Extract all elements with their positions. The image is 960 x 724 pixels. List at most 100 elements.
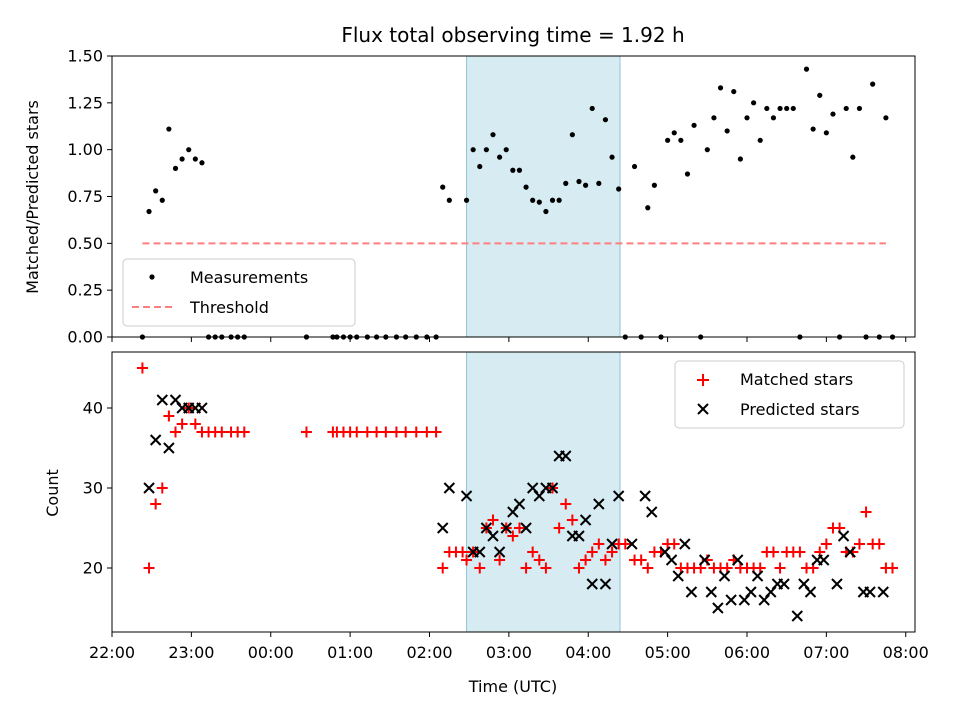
matched-point	[540, 562, 552, 574]
bottom-x-ticks: 22:00 23:00 00:00 01:00 02:00 03:00 04:00 05:00…	[89, 632, 929, 662]
measurement-point	[153, 188, 159, 194]
measurement-point	[446, 197, 452, 203]
predicted-point	[646, 506, 658, 518]
measurement-point	[516, 167, 523, 173]
bottom-y-axis-label: Count	[43, 469, 62, 517]
matched-point	[754, 562, 766, 574]
shaded-observing-window	[466, 55, 621, 338]
predicted-point	[679, 538, 691, 550]
predicted-point	[844, 546, 856, 558]
measurement-point	[870, 81, 876, 87]
matched-point	[361, 426, 373, 438]
legend-matched-label: Matched stars	[740, 370, 853, 389]
measurement-point	[179, 156, 185, 162]
predicted-point	[778, 578, 790, 590]
measurement-point	[510, 167, 516, 173]
measurement-point	[477, 163, 483, 170]
measurement-point	[497, 154, 503, 160]
predicted-point	[837, 530, 850, 542]
matched-point	[527, 546, 539, 558]
legend-matched-marker	[697, 374, 709, 386]
predicted-point	[665, 554, 678, 566]
matched-point	[238, 426, 250, 438]
x-tick-label: 06:00	[724, 643, 770, 662]
measurement-point	[483, 147, 489, 153]
matched-point	[580, 554, 592, 566]
y-tick-label: 1.00	[67, 140, 103, 159]
measurement-point	[645, 205, 651, 211]
y-tick-label: 40	[83, 399, 103, 418]
matched-point	[507, 530, 519, 542]
bottom-y-ticks: 20 30 40	[83, 399, 112, 578]
predicted-point	[672, 570, 684, 582]
matched-point	[619, 538, 631, 550]
top-shaded-region	[466, 55, 621, 338]
measurement-point	[440, 184, 446, 190]
matched-point	[410, 426, 422, 438]
measurement-point	[731, 88, 737, 95]
predicted-point	[593, 498, 605, 510]
matched-point	[487, 514, 499, 526]
matched-point	[767, 546, 779, 558]
matched-point	[351, 426, 363, 438]
matched-point	[566, 514, 578, 526]
bottom-panel: 20 30 40 22:00 23:00 00:00 01:00 02:00 03:00 04:…	[43, 351, 929, 696]
measurement-point	[192, 156, 198, 162]
measurement-point	[744, 115, 750, 121]
x-tick-label: 08:00	[883, 643, 929, 662]
measurement-point	[671, 130, 677, 136]
predicted-point	[560, 450, 572, 462]
legend-threshold-label: Threshold	[189, 298, 269, 317]
y-tick-label: 0.25	[67, 281, 103, 300]
predicted-point	[586, 578, 598, 590]
measurement-point	[883, 115, 889, 121]
matched-point	[593, 538, 605, 550]
matched-point	[390, 426, 402, 438]
matched-point	[873, 538, 885, 550]
measurement-point	[186, 147, 192, 153]
bottom-legend-box	[674, 360, 905, 429]
measurement-point	[704, 147, 710, 153]
matched-point	[371, 426, 383, 438]
matched-point	[794, 546, 806, 558]
measurement-point	[770, 115, 777, 121]
bottom-legend: Matched stars Predicted stars	[674, 360, 905, 429]
measurement-point	[523, 184, 529, 190]
measurement-point	[790, 105, 796, 112]
predicted-point	[606, 538, 618, 550]
matched-point	[400, 426, 412, 438]
top-chart-title: Flux total observing time = 1.92 h	[341, 23, 684, 47]
matched-point	[150, 498, 162, 510]
predicted-point	[712, 602, 724, 614]
top-y-axis-label: Matched/Predicted stars	[23, 100, 42, 294]
predicted-point	[639, 490, 651, 502]
predicted-point	[149, 434, 162, 446]
matched-point	[820, 538, 832, 550]
measurement-point	[803, 66, 810, 72]
matched-point	[642, 562, 654, 574]
x-tick-label: 03:00	[486, 643, 532, 662]
y-tick-label: 30	[83, 479, 103, 498]
measurement-point	[678, 137, 684, 143]
measurement-point	[166, 126, 172, 132]
measurement-point	[490, 132, 496, 138]
matched-point	[143, 562, 155, 574]
matched-point	[216, 426, 228, 438]
measurement-point	[777, 105, 783, 112]
measurement-point	[830, 111, 836, 117]
matched-point	[474, 562, 486, 574]
matched-point	[189, 418, 201, 430]
measurement-point	[737, 156, 743, 162]
predicted-point	[196, 402, 208, 414]
predicted-point	[493, 546, 506, 558]
matched-point	[533, 554, 545, 566]
predicted-point	[143, 482, 155, 494]
measurement-point	[651, 182, 657, 188]
predicted-point	[612, 490, 625, 502]
predicted-point	[579, 514, 592, 526]
measurement-point	[784, 105, 790, 112]
predicted-point	[599, 578, 612, 590]
matched-point	[586, 546, 598, 558]
measurement-point	[810, 126, 816, 132]
measurement-point	[757, 137, 763, 143]
